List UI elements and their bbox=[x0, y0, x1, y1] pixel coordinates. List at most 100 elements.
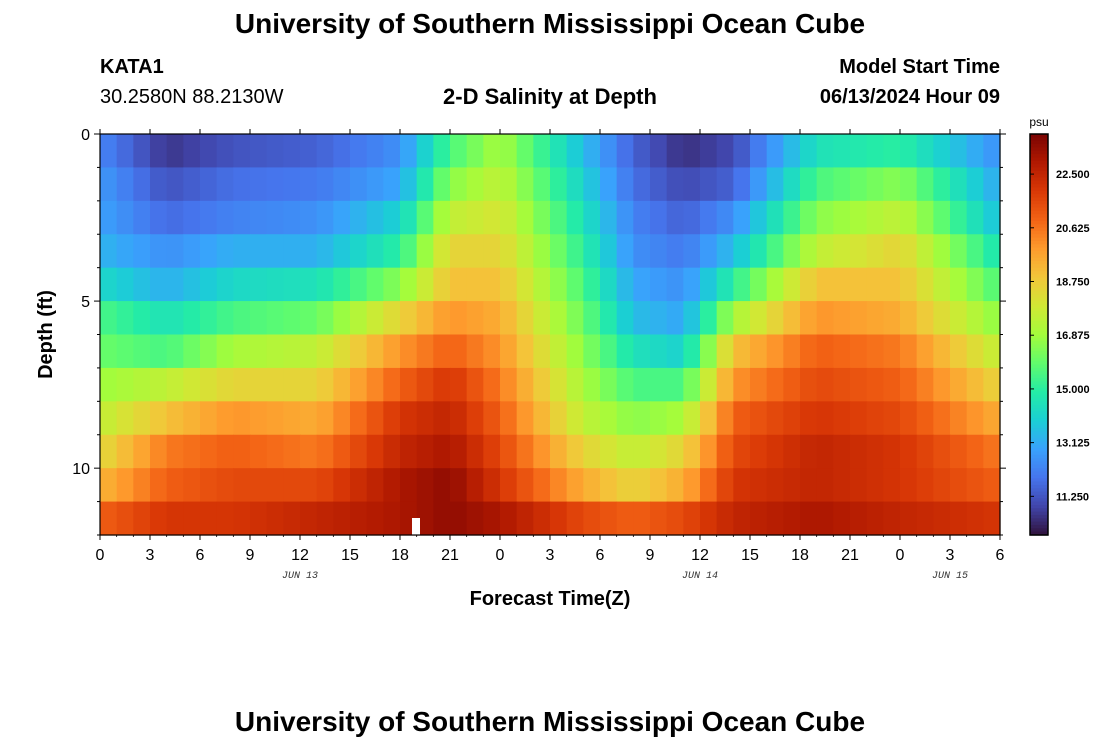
heatmap-cell bbox=[166, 334, 184, 369]
heatmap-cell bbox=[633, 468, 651, 503]
colorbar-segment bbox=[1030, 224, 1048, 229]
x-tick-label: 15 bbox=[341, 547, 359, 564]
heatmap-cell bbox=[883, 301, 901, 336]
heatmap-cell bbox=[916, 167, 934, 202]
heatmap-cell bbox=[966, 468, 984, 503]
heatmap-cell bbox=[300, 401, 318, 436]
heatmap-cell bbox=[616, 267, 634, 302]
heatmap-cell bbox=[916, 234, 934, 269]
heatmap-cell bbox=[100, 501, 118, 536]
colorbar-segment bbox=[1030, 488, 1048, 493]
heatmap-cell bbox=[450, 367, 468, 402]
colorbar-segment bbox=[1030, 230, 1048, 235]
heatmap-cell bbox=[600, 401, 618, 436]
heatmap-cell bbox=[150, 434, 168, 469]
heatmap-cell bbox=[100, 134, 118, 169]
heatmap-cell bbox=[916, 367, 934, 402]
colorbar-segment bbox=[1030, 144, 1048, 148]
colorbar-segment bbox=[1030, 154, 1048, 158]
heatmap-cell bbox=[933, 234, 951, 269]
heatmap-cell bbox=[200, 301, 218, 336]
heatmap-cell bbox=[233, 234, 251, 269]
heatmap-cell bbox=[350, 200, 368, 235]
heatmap-cell bbox=[866, 434, 884, 469]
colorbar-segment bbox=[1030, 424, 1048, 429]
heatmap-cell bbox=[833, 167, 851, 202]
heatmap-cell bbox=[333, 301, 351, 336]
heatmap-cell bbox=[983, 167, 1001, 202]
heatmap-cell bbox=[600, 200, 618, 235]
heatmap-cell bbox=[766, 200, 784, 235]
heatmap-cell bbox=[650, 434, 668, 469]
heatmap-cell bbox=[766, 234, 784, 269]
heatmap-cell bbox=[983, 267, 1001, 302]
heatmap-cell bbox=[666, 367, 684, 402]
heatmap-cell bbox=[750, 267, 768, 302]
heatmap-cell bbox=[350, 468, 368, 503]
heatmap-cell bbox=[183, 367, 201, 402]
heatmap-cell bbox=[866, 267, 884, 302]
heatmap-cell bbox=[716, 501, 734, 536]
y-tick-label: 5 bbox=[81, 294, 90, 311]
colorbar-segment bbox=[1030, 140, 1048, 145]
heatmap-cell bbox=[116, 434, 134, 469]
colorbar-segment bbox=[1030, 438, 1048, 443]
x-tick-label: 6 bbox=[596, 547, 605, 564]
heatmap-cell bbox=[666, 434, 684, 469]
heatmap-cell bbox=[650, 200, 668, 235]
heatmap-cell bbox=[800, 301, 818, 336]
colorbar-segment bbox=[1030, 498, 1048, 503]
heatmap-cell bbox=[300, 234, 318, 269]
heatmap-cell bbox=[566, 334, 584, 369]
colorbar-segment bbox=[1030, 357, 1048, 362]
heatmap-cell bbox=[700, 234, 718, 269]
colorbar-segment bbox=[1030, 344, 1048, 349]
heatmap-cell bbox=[200, 468, 218, 503]
heatmap-cell bbox=[300, 167, 318, 202]
heatmap-cell bbox=[516, 468, 534, 503]
colorbar-segment bbox=[1030, 194, 1048, 199]
heatmap-cell bbox=[616, 200, 634, 235]
heatmap-cell bbox=[816, 301, 834, 336]
heatmap-cell bbox=[266, 234, 284, 269]
heatmap-cell bbox=[266, 434, 284, 469]
heatmap-cell bbox=[700, 167, 718, 202]
heatmap-cell bbox=[566, 267, 584, 302]
heatmap-cell bbox=[516, 334, 534, 369]
heatmap-cell bbox=[983, 301, 1001, 336]
colorbar-segment bbox=[1030, 150, 1048, 155]
heatmap-cell bbox=[400, 367, 418, 402]
heatmap-cell bbox=[433, 301, 451, 336]
colorbar-segment bbox=[1030, 170, 1048, 175]
heatmap-cell bbox=[600, 434, 618, 469]
heatmap-cell bbox=[633, 434, 651, 469]
y-tick-label: 0 bbox=[81, 127, 90, 144]
heatmap-cell bbox=[933, 167, 951, 202]
heatmap-cell bbox=[150, 367, 168, 402]
x-tick-label: 18 bbox=[791, 547, 809, 564]
heatmap-cell bbox=[916, 401, 934, 436]
heatmap-cell bbox=[866, 301, 884, 336]
heatmap-cell bbox=[883, 334, 901, 369]
heatmap-cell bbox=[783, 501, 801, 536]
heatmap-cell bbox=[600, 334, 618, 369]
heatmap-cell bbox=[883, 367, 901, 402]
heatmap-cell bbox=[116, 501, 134, 536]
heatmap-cell bbox=[366, 468, 384, 503]
heatmap-cell bbox=[683, 434, 701, 469]
heatmap-cell bbox=[816, 468, 834, 503]
heatmap-cell bbox=[900, 167, 918, 202]
heatmap-cell bbox=[400, 434, 418, 469]
heatmap-cell bbox=[766, 501, 784, 536]
heatmap-cell bbox=[966, 434, 984, 469]
heatmap-cell bbox=[516, 234, 534, 269]
heatmap-cell bbox=[216, 200, 234, 235]
heatmap-cell bbox=[700, 468, 718, 503]
x-tick-label: 0 bbox=[496, 547, 505, 564]
heatmap-cell bbox=[266, 301, 284, 336]
heatmap-cell bbox=[616, 401, 634, 436]
heatmap-cell bbox=[700, 501, 718, 536]
heatmap-cell bbox=[850, 434, 868, 469]
heatmap-cell bbox=[700, 367, 718, 402]
heatmap-cell bbox=[266, 334, 284, 369]
